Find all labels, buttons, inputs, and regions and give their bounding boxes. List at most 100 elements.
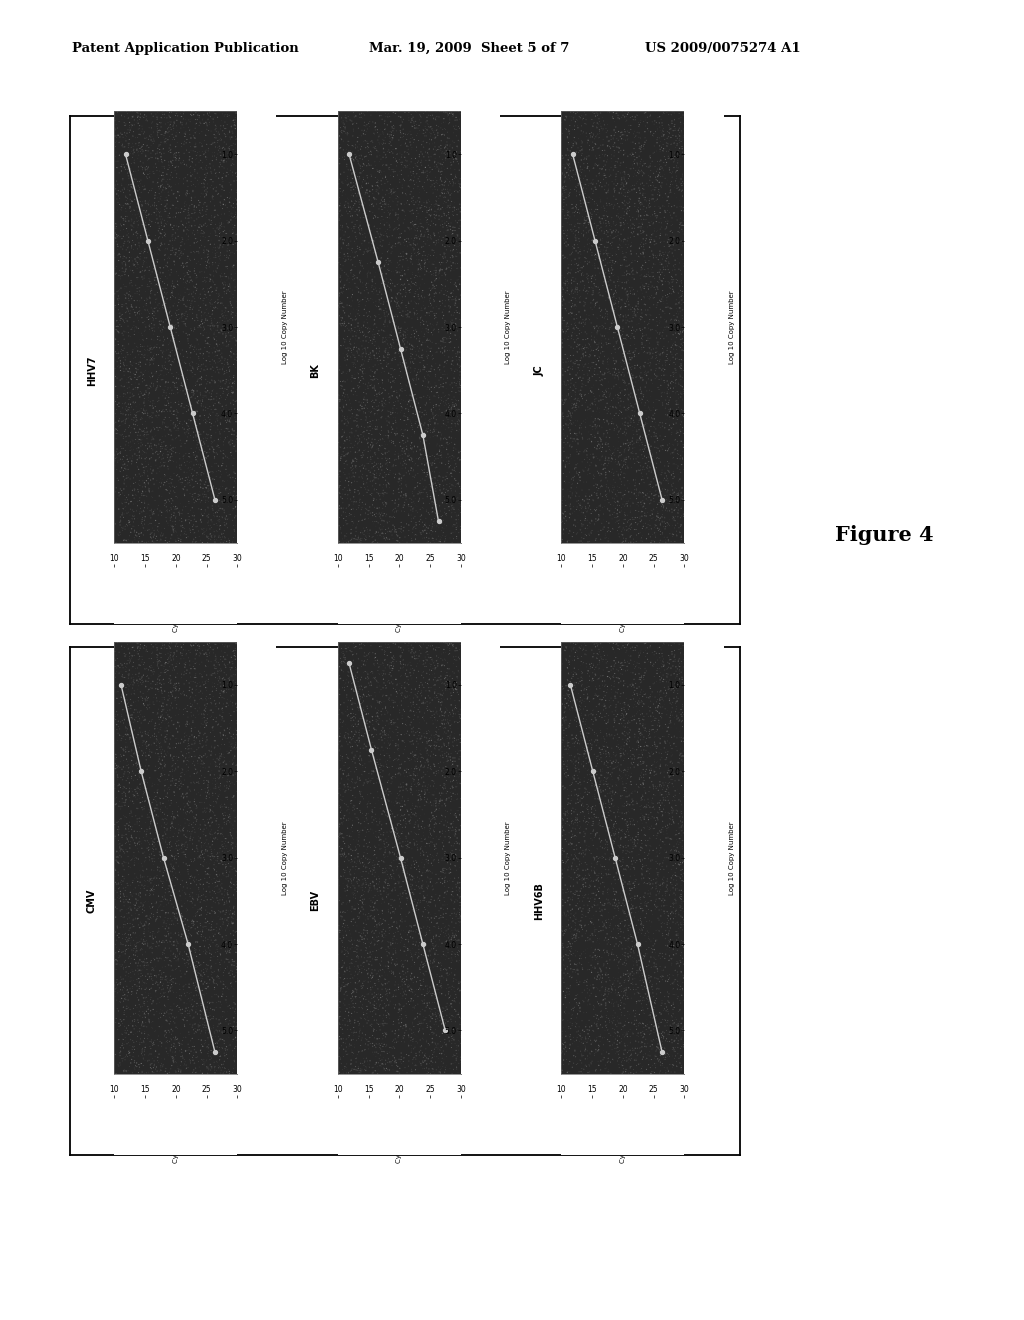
- Point: [202, 722, 218, 743]
- Point: [620, 793, 636, 814]
- Point: [214, 876, 230, 898]
- Point: [610, 896, 627, 917]
- Point: [587, 177, 603, 198]
- Point: [584, 1032, 600, 1053]
- Point: [564, 966, 581, 987]
- Point: [565, 906, 582, 927]
- Point: [659, 381, 676, 403]
- Point: [645, 744, 662, 766]
- Point: [445, 927, 462, 948]
- Point: [128, 197, 144, 218]
- Point: [414, 504, 430, 525]
- Point: [592, 816, 608, 837]
- Point: [408, 921, 424, 942]
- Point: [136, 957, 153, 978]
- Point: [428, 483, 444, 504]
- Point: [119, 449, 135, 470]
- Point: [421, 261, 437, 282]
- Point: [412, 506, 428, 527]
- Point: [417, 693, 433, 714]
- Point: [335, 502, 351, 523]
- Point: [641, 461, 657, 482]
- Point: [157, 341, 173, 362]
- Point: [637, 907, 653, 928]
- Point: [381, 260, 397, 281]
- Point: [662, 940, 678, 961]
- Point: [635, 447, 651, 469]
- Point: [394, 708, 411, 729]
- Point: [654, 478, 671, 499]
- Point: [625, 828, 641, 849]
- Point: [220, 301, 237, 322]
- Point: [163, 259, 179, 280]
- Point: [577, 102, 593, 123]
- Point: [594, 325, 610, 346]
- Point: [119, 1061, 135, 1082]
- Point: [584, 416, 600, 437]
- Point: [415, 979, 431, 1001]
- Point: [430, 952, 446, 973]
- Point: [555, 968, 571, 989]
- Point: [666, 894, 682, 915]
- Point: [125, 143, 141, 164]
- Point: [359, 837, 376, 858]
- Point: [136, 484, 153, 506]
- Point: [222, 467, 239, 488]
- Point: [364, 195, 380, 216]
- Point: [181, 746, 198, 767]
- Point: [582, 454, 598, 475]
- Point: [141, 366, 158, 387]
- Point: [433, 416, 450, 437]
- Point: [343, 400, 359, 421]
- Point: [212, 960, 228, 981]
- Point: [418, 207, 434, 228]
- Point: [216, 499, 232, 520]
- Point: [390, 977, 407, 998]
- Point: [339, 384, 355, 405]
- Point: [130, 915, 146, 936]
- Point: [152, 531, 168, 552]
- Point: [218, 102, 234, 123]
- Point: [672, 125, 688, 147]
- Point: [182, 924, 199, 945]
- Point: [634, 259, 650, 280]
- Point: [381, 867, 397, 888]
- Point: [386, 690, 402, 711]
- Point: [158, 814, 174, 836]
- Point: [409, 859, 425, 880]
- Point: [344, 511, 360, 532]
- Point: [668, 960, 684, 981]
- Point: [350, 511, 367, 532]
- Point: [588, 276, 604, 297]
- Point: [436, 339, 453, 360]
- Point: [598, 484, 614, 506]
- Point: [153, 438, 169, 459]
- Point: [153, 112, 169, 133]
- Point: [214, 396, 230, 417]
- Point: [675, 911, 691, 932]
- Point: [432, 975, 449, 997]
- Point: [608, 461, 625, 482]
- Point: [636, 684, 652, 705]
- Point: [190, 216, 207, 238]
- Point: [228, 428, 245, 449]
- Point: [631, 838, 647, 859]
- Point: [653, 820, 670, 841]
- Point: [375, 484, 391, 506]
- Point: [432, 789, 449, 810]
- Point: [664, 502, 680, 523]
- Point: [176, 286, 193, 308]
- Point: [668, 383, 684, 404]
- Point: [426, 906, 442, 927]
- Point: [559, 205, 575, 226]
- Point: [186, 940, 203, 961]
- Point: [394, 713, 411, 734]
- Point: [438, 239, 455, 260]
- Point: [562, 710, 579, 731]
- Point: [673, 1028, 689, 1049]
- Point: [413, 830, 429, 851]
- Point: [133, 966, 150, 987]
- Point: [434, 796, 451, 817]
- Point: [174, 948, 190, 969]
- Point: [184, 801, 201, 822]
